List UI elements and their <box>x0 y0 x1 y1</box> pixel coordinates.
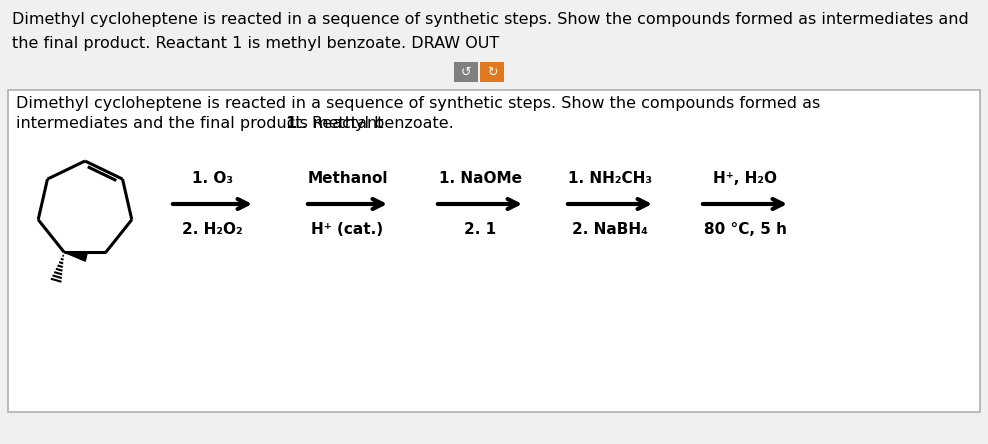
Text: 80 °C, 5 h: 80 °C, 5 h <box>703 222 786 237</box>
Text: ↻: ↻ <box>487 66 497 79</box>
Text: 2. NaBH₄: 2. NaBH₄ <box>572 222 648 237</box>
Text: 1. NH₂CH₃: 1. NH₂CH₃ <box>568 171 652 186</box>
Text: H⁺ (cat.): H⁺ (cat.) <box>311 222 383 237</box>
FancyBboxPatch shape <box>480 62 504 82</box>
Text: 1. O₃: 1. O₃ <box>192 171 233 186</box>
FancyBboxPatch shape <box>454 62 478 82</box>
Text: 1. NaOMe: 1. NaOMe <box>439 171 522 186</box>
Text: Dimethyl cycloheptene is reacted in a sequence of synthetic steps. Show the comp: Dimethyl cycloheptene is reacted in a se… <box>12 12 969 27</box>
Text: 2. H₂O₂: 2. H₂O₂ <box>182 222 243 237</box>
Text: is methyl benzoate.: is methyl benzoate. <box>290 116 454 131</box>
FancyBboxPatch shape <box>8 90 980 412</box>
Text: H⁺, H₂O: H⁺, H₂O <box>713 171 777 186</box>
Text: Methanol: Methanol <box>307 171 387 186</box>
Text: 2. 1: 2. 1 <box>464 222 496 237</box>
Text: ↺: ↺ <box>460 66 471 79</box>
Text: Dimethyl cycloheptene is reacted in a sequence of synthetic steps. Show the comp: Dimethyl cycloheptene is reacted in a se… <box>16 96 820 111</box>
Text: the final product. Reactant 1 is methyl benzoate. DRAW OUT: the final product. Reactant 1 is methyl … <box>12 36 499 51</box>
Polygon shape <box>64 252 87 261</box>
Text: 1: 1 <box>286 116 296 131</box>
Text: intermediates and the final product. Reactant: intermediates and the final product. Rea… <box>16 116 388 131</box>
